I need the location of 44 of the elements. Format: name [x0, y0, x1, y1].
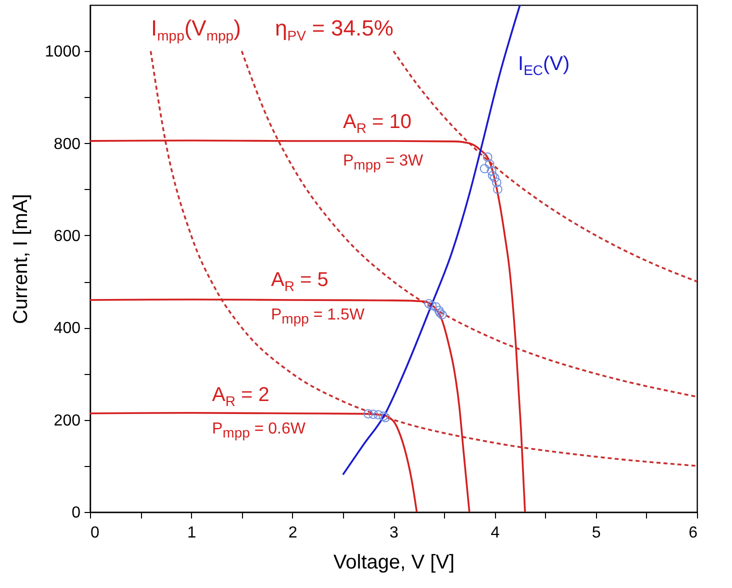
line-series: [89, 412, 418, 513]
annotation: A$_{R}$ = 10: [343, 111, 412, 138]
annotation: P$_{mpp}$ = 3W: [343, 151, 424, 175]
x-axis-title: Voltage, V [V]: [333, 552, 455, 574]
line-series: [89, 140, 526, 513]
x-tick-label: 0: [90, 524, 100, 542]
annotation: I$_{mpp}$(V$_{mpp}$): [151, 15, 241, 46]
annotation: η$_{PV}$ = 34.5%: [275, 15, 394, 46]
x-tick-label: 1: [187, 524, 196, 542]
y-tick-label: 400: [54, 320, 81, 338]
point: [368, 410, 378, 419]
x-tick-label: 3: [390, 524, 399, 542]
y-tick-label: 600: [54, 228, 81, 245]
y-tick-label: 0: [72, 504, 81, 522]
point: [424, 298, 434, 308]
x-tick-label: 2: [288, 524, 298, 542]
point: [488, 170, 498, 180]
y-tick-label: 1000: [44, 44, 81, 61]
y-tick-label: 200: [54, 412, 81, 430]
annotation: P$_{mpp}$ = 1.5W: [271, 305, 364, 329]
point: [490, 173, 500, 183]
x-tick-label: 5: [592, 524, 601, 542]
point: [364, 409, 373, 418]
point: [427, 300, 437, 310]
annotation: P$_{mpp}$ = 0.6W: [212, 419, 306, 443]
annotation: A$_{R}$ = 5: [271, 269, 328, 296]
line-series: [150, 50, 698, 467]
annotation: A$_{R}$ = 2: [212, 384, 270, 411]
point: [484, 159, 494, 169]
y-tick-label: 800: [54, 136, 81, 153]
y-axis-title: Current, I [mA]: [10, 194, 32, 324]
line-series: [89, 298, 470, 513]
annotation: I$_{EC}$(V): [518, 53, 570, 80]
x-tick-label: 6: [688, 524, 698, 542]
point: [492, 178, 502, 188]
line-series: [392, 50, 698, 282]
point: [486, 166, 496, 176]
point: [482, 152, 492, 162]
point: [431, 302, 441, 312]
point: [374, 410, 384, 420]
point: [493, 184, 502, 194]
x-tick-label: 4: [490, 524, 500, 542]
point: [480, 164, 490, 174]
point: [434, 306, 444, 316]
